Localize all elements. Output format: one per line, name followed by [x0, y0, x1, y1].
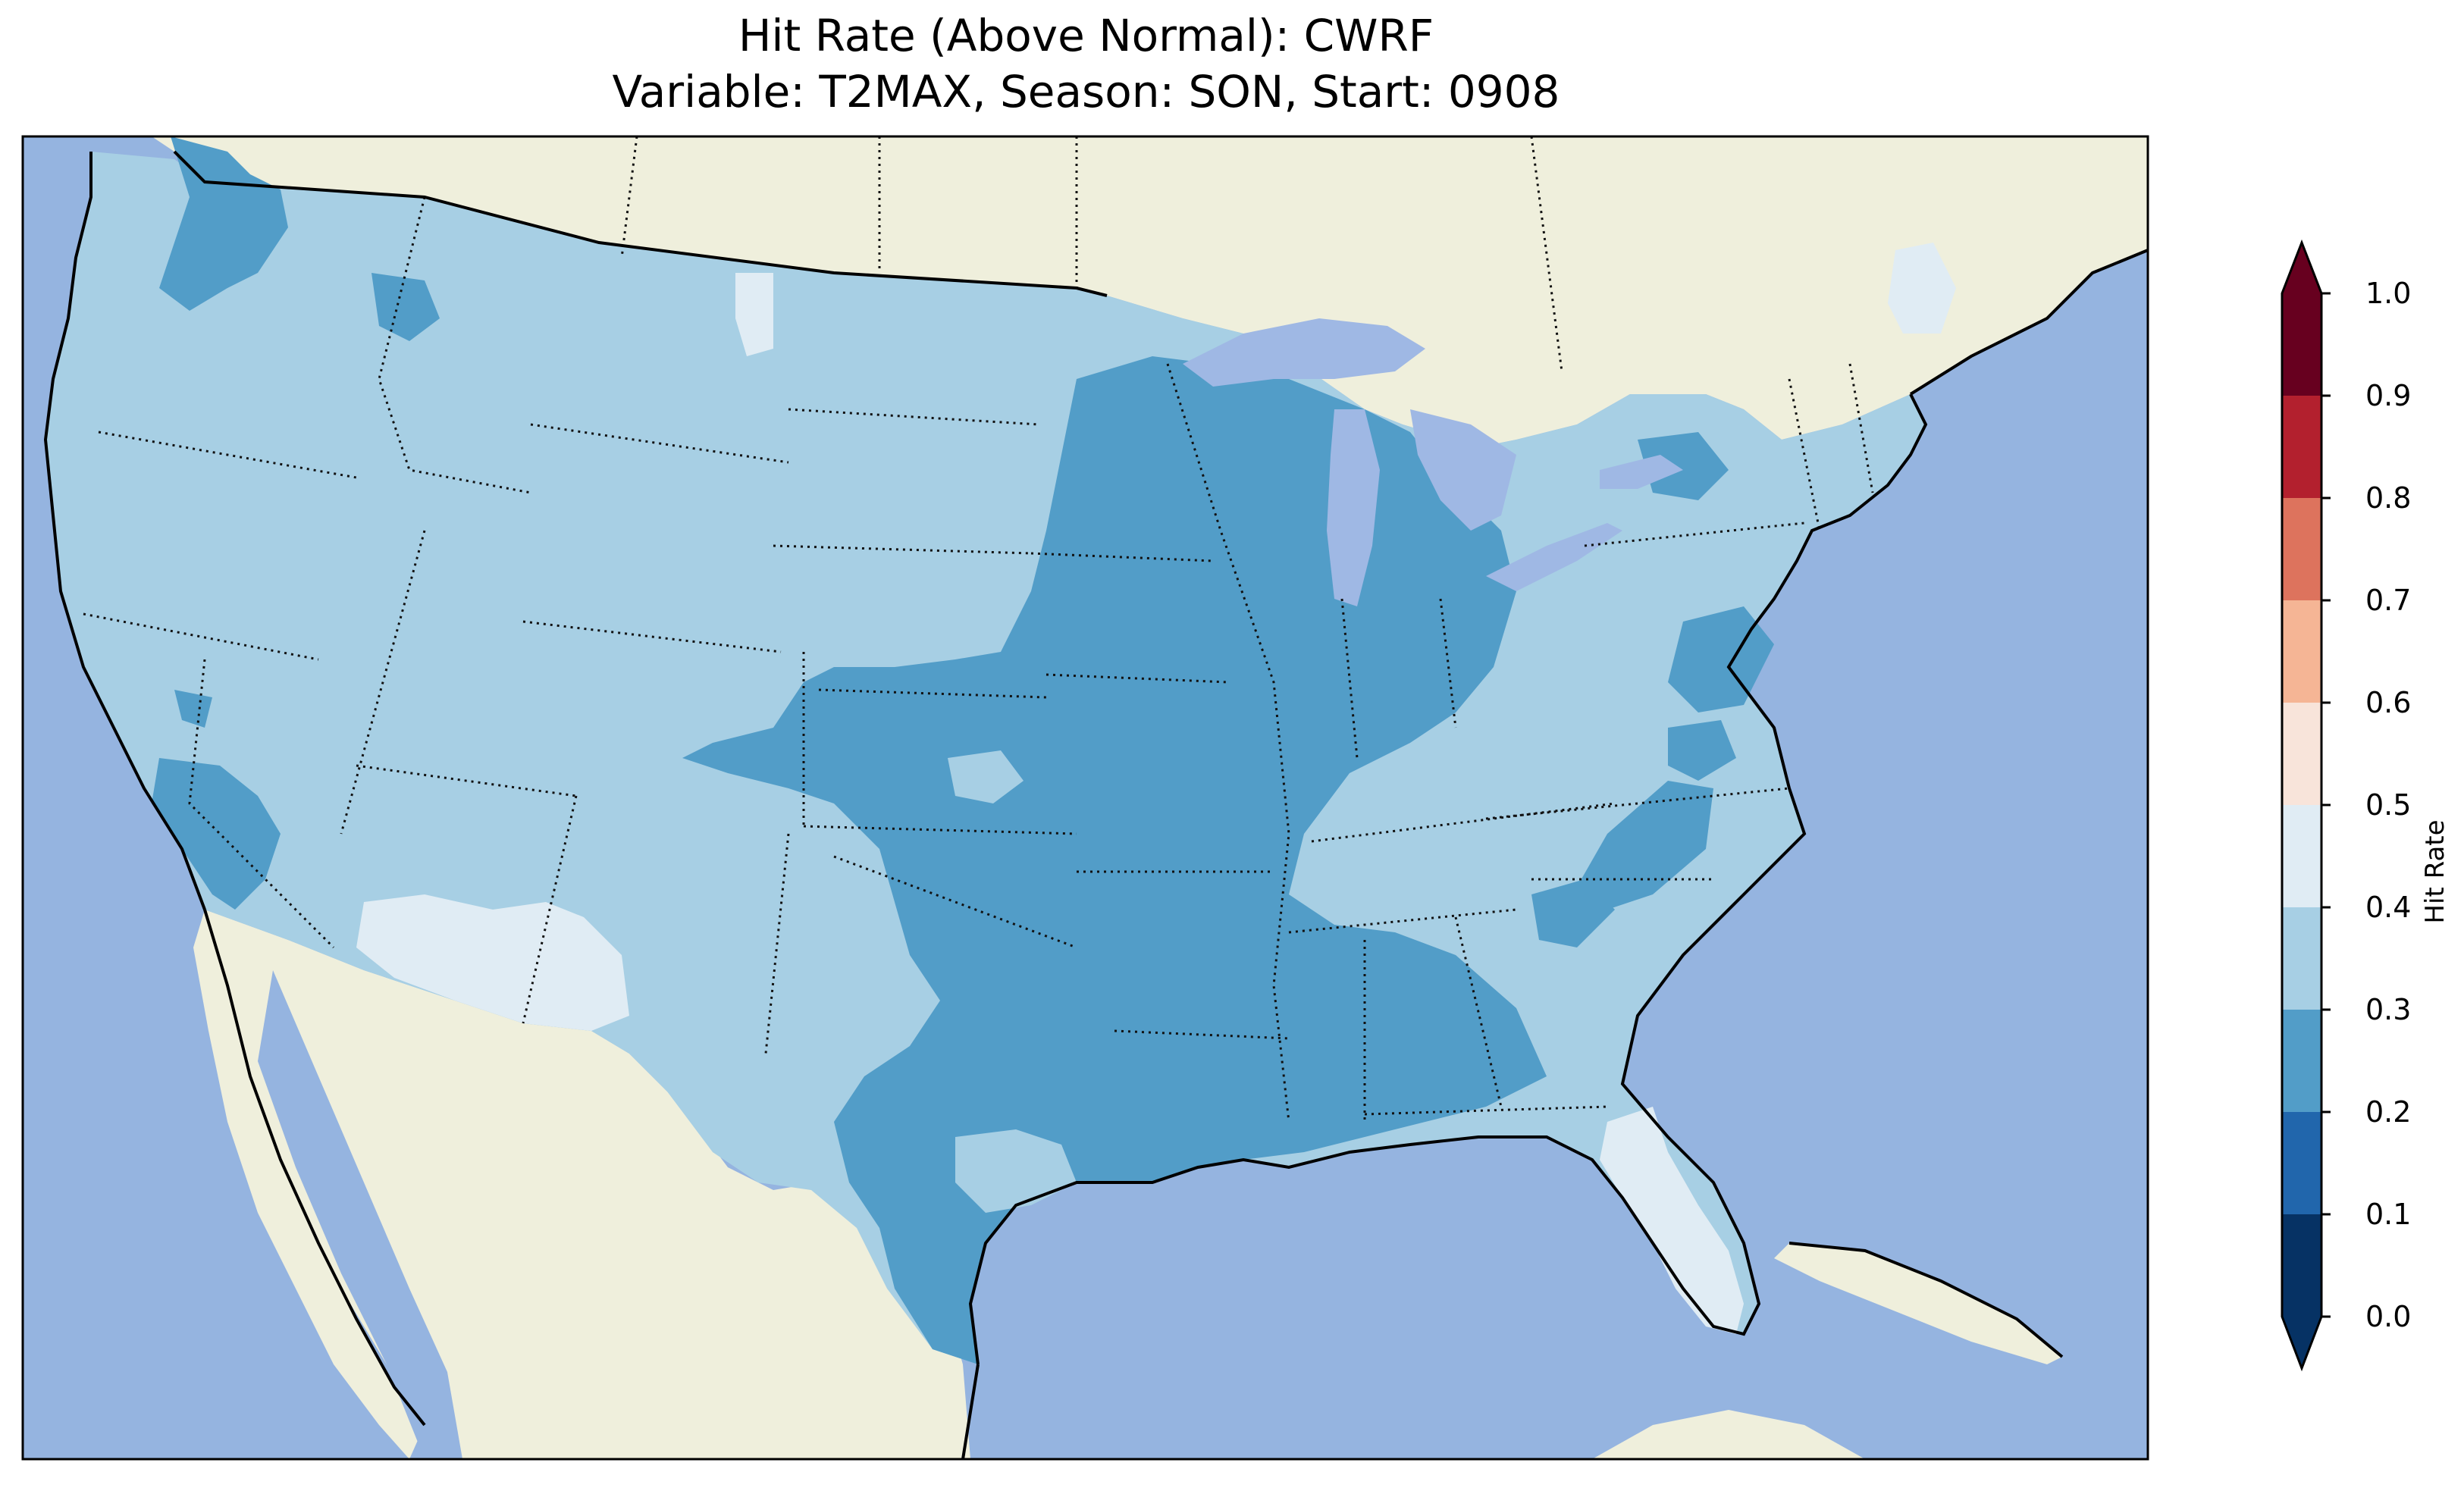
border-ar-la	[1114, 1029, 1290, 1040]
border-ok-tx	[833, 855, 1077, 949]
map-frame-contents	[23, 136, 2148, 1459]
colorbar-bin-0-1	[2282, 1214, 2321, 1317]
border-wa-or	[98, 431, 357, 479]
region-carolina-coast-patch	[1668, 720, 1736, 781]
region-southwest-light	[356, 894, 629, 1031]
border-in-oh	[1439, 598, 1457, 728]
region-pacific-northwest	[159, 136, 288, 311]
lake-ontario	[1600, 455, 1683, 489]
coast-cuba	[1788, 1242, 2064, 1358]
lake-erie	[1486, 523, 1622, 591]
border-or-ca	[83, 612, 319, 661]
border-ut-az	[356, 764, 577, 797]
colorbar-extend-min	[2282, 1317, 2321, 1368]
colorbar-tick-label: 0.4	[2365, 891, 2412, 924]
coast-gulf	[968, 393, 1928, 1365]
coast-canada-east	[1909, 249, 2149, 396]
region-new-york-patch	[1638, 432, 1729, 500]
colorbar-bin-7-8	[2282, 498, 2321, 600]
region-midwest	[682, 356, 1547, 1364]
yucatan-land	[1592, 1410, 1865, 1459]
border-pa-ny	[1584, 521, 1805, 547]
colorbar-tick-label: 0.1	[2365, 1198, 2412, 1231]
colorbar-bin-2-3	[2282, 1010, 2321, 1112]
state-borders	[83, 136, 1874, 1123]
region-montana-light	[735, 273, 773, 356]
coast-west	[43, 152, 206, 910]
border-dakotas	[788, 408, 1039, 426]
region-georgia-patch	[1531, 879, 1615, 947]
region-california-valley	[152, 758, 281, 910]
border-al-ga	[1454, 916, 1503, 1107]
border-ky-tn	[1311, 802, 1616, 843]
region-florida-light	[1600, 1107, 1744, 1334]
colorbar-tick-label: 0.6	[2365, 686, 2412, 719]
region-kansas-light-patch	[948, 750, 1024, 803]
colorbar-bin-1-2	[2282, 1112, 2321, 1214]
colorbar-bin-5-6	[2282, 703, 2321, 805]
region-idaho-patch	[371, 273, 440, 341]
colorbar-tick-label: 0.3	[2365, 993, 2412, 1026]
border-mn-ia	[1030, 552, 1214, 562]
colorbar-bin-9-10	[2282, 293, 2321, 396]
region-carolinas-patch	[1577, 781, 1713, 910]
cuba-land	[1774, 1243, 2062, 1364]
border-ca-nv	[188, 659, 335, 949]
gulf-of-california	[258, 970, 462, 1459]
border-mt-wy	[530, 423, 789, 464]
border-va-nc	[1485, 787, 1790, 820]
border-new-england	[1788, 363, 1874, 531]
coast-baja	[203, 909, 426, 1427]
colorbar-label: Hit Rate	[2420, 819, 2450, 924]
baja-land	[193, 910, 425, 1459]
border-nv-ut	[340, 530, 426, 835]
map-title-line-2: Variable: T2MAX, Season: SON, Start: 090…	[612, 66, 1560, 117]
border-wy-co	[522, 620, 782, 653]
region-maine-light	[1888, 243, 1956, 334]
colorbar-tick-marks	[2321, 292, 2331, 1318]
border-sd-ne	[773, 544, 1032, 555]
colorbar-tick-label: 0.9	[2365, 379, 2412, 412]
colorbar-tick-label: 0.7	[2365, 584, 2412, 617]
lake-huron	[1410, 409, 1516, 531]
colorbar-tick-label: 0.8	[2365, 481, 2412, 515]
colorbar-bin-8-9	[2282, 396, 2321, 498]
border-canada-provinces	[620, 136, 1563, 372]
colorbar	[2281, 239, 2331, 1372]
canada-land	[152, 136, 2148, 447]
colorbar-tick-label: 0.2	[2365, 1095, 2412, 1129]
map-frame	[21, 135, 2149, 1461]
colorbar-extend-max	[2282, 243, 2321, 293]
border-mississippi	[1166, 363, 1290, 1123]
colorbar-tick-label: 0.0	[2365, 1300, 2412, 1333]
lake-superior	[1183, 318, 1425, 387]
lake-michigan	[1327, 409, 1380, 606]
map-title-line-1: Hit Rate (Above Normal): CWRF	[738, 10, 1434, 61]
colorbar-tick-label: 1.0	[2365, 277, 2412, 310]
region-nevada-patch	[174, 690, 212, 728]
coast-mexico-east	[961, 1364, 980, 1460]
border-us-canada	[173, 150, 1108, 297]
colorbar-bin-6-7	[2282, 600, 2321, 703]
border-ks-ok	[803, 825, 1077, 835]
colorbar-bin-4-5	[2282, 805, 2321, 907]
region-texas-light-patch	[955, 1129, 1077, 1213]
border-nm-tx	[764, 833, 790, 1054]
border-ia-mo	[1045, 673, 1229, 684]
colorbar-tick-label: 0.5	[2365, 788, 2412, 822]
coastlines	[43, 152, 2149, 1460]
border-az-nm	[522, 795, 578, 1024]
colorbar-bin-3-4	[2282, 907, 2321, 1010]
